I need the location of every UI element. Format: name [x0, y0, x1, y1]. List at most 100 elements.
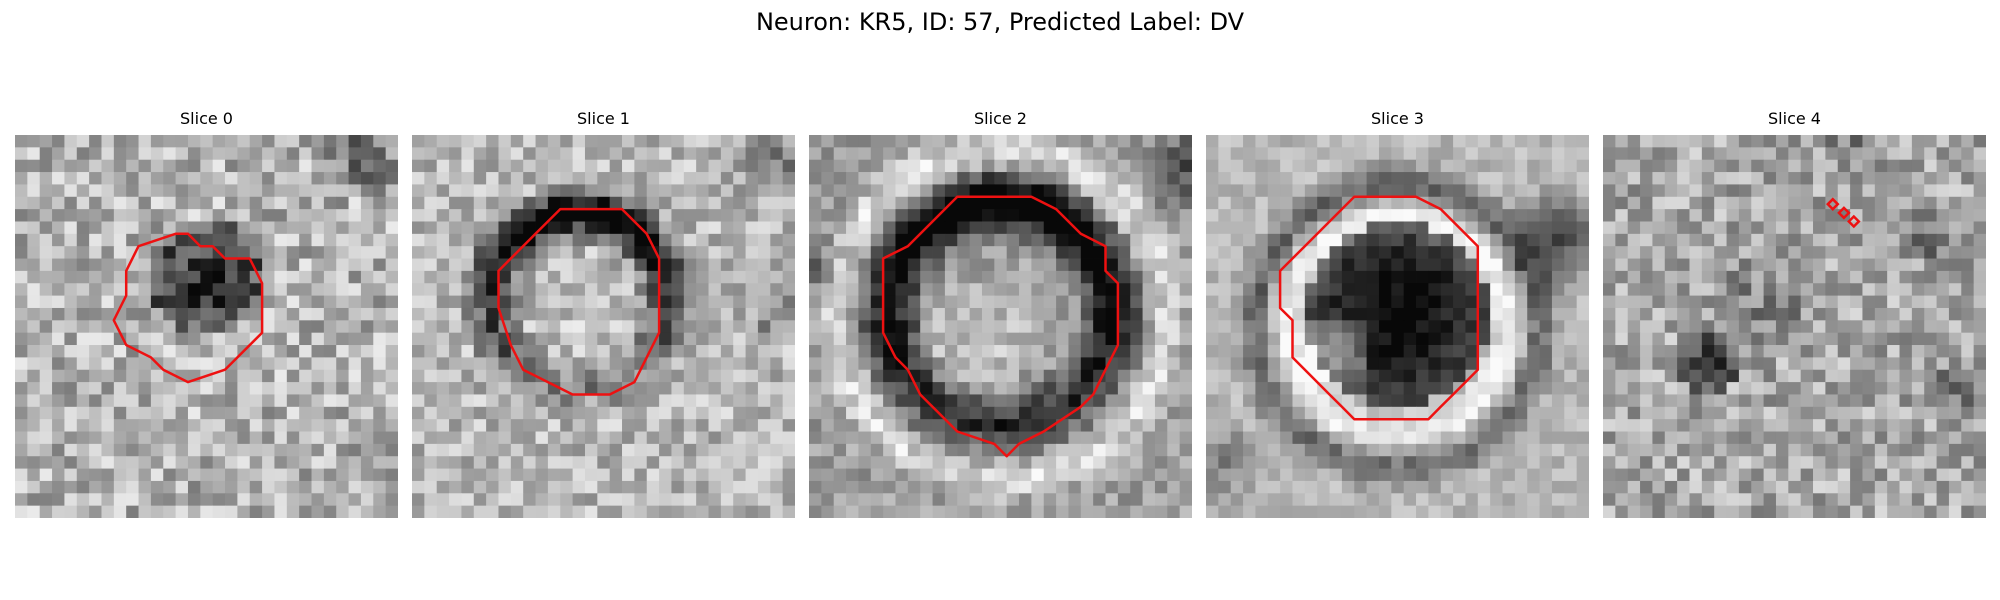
image-pixel [1280, 221, 1293, 235]
image-pixel [1837, 431, 1851, 445]
image-pixel [1714, 172, 1727, 185]
image-pixel [683, 307, 697, 321]
image-pixel [385, 406, 398, 420]
image-pixel [336, 246, 349, 259]
image-pixel [696, 431, 709, 445]
image-pixel [1751, 246, 1765, 259]
image-pixel [821, 480, 835, 494]
image-pixel [473, 419, 487, 432]
image-pixel [1280, 184, 1293, 198]
image-pixel [1167, 468, 1181, 482]
image-pixel [1936, 196, 1950, 210]
image-pixel [895, 283, 909, 297]
image-pixel [1465, 246, 1479, 259]
image-pixel [336, 443, 349, 457]
image-pixel [1130, 406, 1143, 420]
image-pixel [1564, 332, 1578, 346]
image-pixel [348, 258, 362, 272]
image-pixel [15, 382, 28, 395]
image-pixel [286, 283, 300, 297]
image-pixel [336, 456, 349, 469]
image-pixel [1627, 357, 1641, 371]
image-pixel [299, 221, 312, 235]
image-pixel [1837, 307, 1851, 321]
image-pixel [1539, 270, 1553, 284]
image-pixel [708, 246, 722, 259]
image-pixel [1304, 196, 1318, 210]
image-pixel [523, 147, 536, 161]
image-pixel [1167, 258, 1181, 272]
image-pixel [584, 431, 598, 445]
image-pixel [584, 456, 598, 469]
image-pixel [1292, 382, 1306, 395]
image-pixel [994, 382, 1008, 395]
image-pixel [1874, 456, 1888, 469]
image-pixel [523, 345, 536, 358]
image-pixel [957, 443, 971, 457]
image-pixel [1391, 406, 1405, 420]
image-pixel [262, 172, 275, 185]
image-pixel [858, 270, 872, 284]
image-pixel [1267, 493, 1281, 507]
image-pixel [52, 332, 65, 346]
image-pixel [1329, 307, 1343, 321]
image-pixel [274, 196, 288, 210]
image-pixel [1043, 172, 1057, 185]
image-pixel [1465, 406, 1479, 420]
image-pixel [1243, 135, 1256, 148]
image-pixel [1813, 233, 1826, 247]
image-pixel [498, 135, 512, 148]
image-pixel [1317, 196, 1330, 210]
image-pixel [1142, 357, 1156, 371]
image-pixel [461, 221, 475, 235]
image-pixel [461, 258, 475, 272]
image-pixel [1391, 258, 1405, 272]
image-pixel [1763, 406, 1777, 420]
image-pixel [323, 233, 337, 247]
image-pixel [981, 233, 995, 247]
image-pixel [286, 196, 300, 210]
image-pixel [708, 394, 722, 408]
image-pixel [572, 221, 586, 235]
image-pixel [1775, 406, 1789, 420]
image-pixel [311, 480, 325, 494]
image-pixel [1280, 332, 1293, 346]
image-pixel [1019, 394, 1032, 408]
image-pixel [560, 456, 574, 469]
image-pixel [175, 505, 189, 518]
image-pixel [1788, 345, 1802, 358]
image-pixel [1031, 246, 1045, 259]
image-pixel [1800, 357, 1814, 371]
image-pixel [770, 369, 784, 383]
image-pixel [1341, 233, 1355, 247]
image-pixel [1527, 443, 1540, 457]
image-pixel [1800, 369, 1814, 383]
image-pixel [1006, 382, 1020, 395]
image-pixel [1206, 307, 1219, 321]
image-pixel [1924, 419, 1937, 432]
image-pixel [1714, 332, 1727, 346]
image-pixel [1850, 135, 1863, 148]
image-pixel [1677, 184, 1690, 198]
image-pixel [770, 406, 784, 420]
image-pixel [64, 332, 78, 346]
image-pixel [212, 184, 226, 198]
image-pixel [1167, 394, 1181, 408]
image-pixel [1899, 357, 1913, 371]
image-pixel [1677, 369, 1690, 383]
image-pixel [1627, 246, 1641, 259]
image-pixel [646, 270, 660, 284]
image-pixel [1068, 505, 1082, 518]
image-pixel [373, 456, 387, 469]
image-pixel [1440, 147, 1454, 161]
image-pixel [634, 332, 648, 346]
image-pixel [523, 258, 536, 272]
image-pixel [1751, 233, 1765, 247]
image-pixel [1689, 221, 1703, 235]
image-pixel [1006, 258, 1020, 272]
image-pixel [809, 394, 822, 408]
image-pixel [1564, 184, 1578, 198]
image-pixel [1403, 480, 1417, 494]
image-pixel [883, 357, 896, 371]
image-pixel [1093, 246, 1106, 259]
